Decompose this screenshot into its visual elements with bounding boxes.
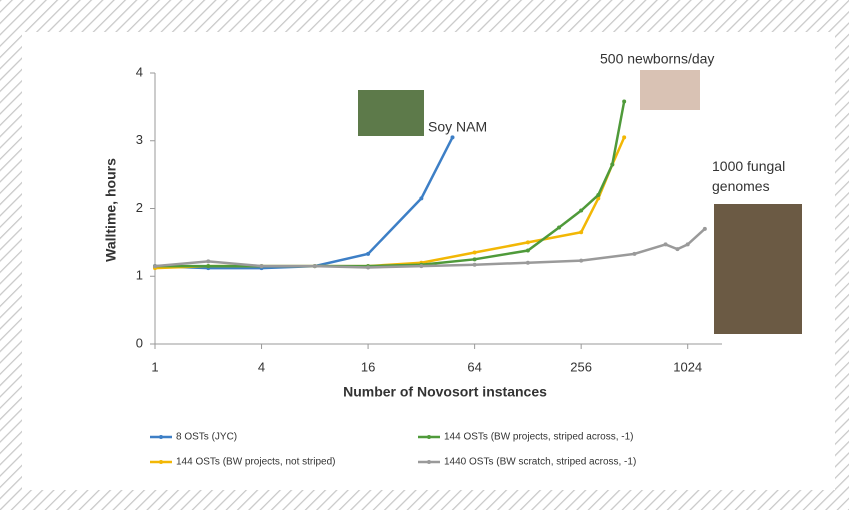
legend-label: 144 OSTs (BW projects, not striped)	[176, 457, 336, 468]
legend-label: 8 OSTs (JYC)	[176, 432, 237, 443]
y-tick-label: 0	[136, 335, 143, 350]
legend-marker	[159, 460, 163, 464]
legend-marker	[427, 435, 431, 439]
data-point	[473, 257, 477, 261]
x-tick-label: 16	[361, 359, 375, 374]
data-point	[526, 249, 530, 253]
y-tick-label: 2	[136, 200, 143, 215]
x-tick-label: 64	[467, 359, 481, 374]
data-point	[610, 162, 614, 166]
data-point	[526, 240, 530, 244]
annotation: 1000 fungal genomes	[712, 156, 812, 196]
data-point	[419, 196, 423, 200]
legend-marker	[427, 460, 431, 464]
data-point	[451, 135, 455, 139]
data-point	[686, 242, 690, 246]
data-point	[419, 264, 423, 268]
data-point	[703, 227, 707, 231]
legend-label: 1440 OSTs (BW scratch, striped across, -…	[444, 457, 636, 468]
legend-label: 144 OSTs (BW projects, striped across, -…	[444, 432, 634, 443]
chart: Soy NAM 500 newborns/day 1000 fungal gen…	[0, 0, 849, 510]
data-point	[622, 135, 626, 139]
x-tick-label: 1024	[673, 359, 702, 374]
x-tick-label: 256	[570, 359, 592, 374]
data-point	[526, 261, 530, 265]
fungus-image	[714, 204, 802, 334]
annotation: 500 newborns/day	[600, 51, 714, 67]
data-point	[579, 230, 583, 234]
x-axis-title: Number of Novosort instances	[343, 384, 547, 400]
newborn-image	[640, 70, 700, 110]
y-axis-title: Walltime, hours	[103, 158, 119, 262]
data-point	[596, 193, 600, 197]
x-tick-label: 4	[258, 359, 265, 374]
annotation: Soy NAM	[428, 119, 487, 135]
data-point	[206, 264, 210, 268]
y-tick-label: 3	[136, 132, 143, 147]
data-point	[260, 264, 264, 268]
x-tick-label: 1	[151, 359, 158, 374]
data-point	[366, 252, 370, 256]
data-point	[206, 259, 210, 263]
data-point	[557, 225, 561, 229]
data-point	[664, 242, 668, 246]
y-tick-label: 4	[136, 64, 143, 79]
data-point	[473, 251, 477, 255]
y-tick-label: 1	[136, 268, 143, 283]
data-point	[366, 265, 370, 269]
data-point	[153, 264, 157, 268]
data-point	[473, 263, 477, 267]
data-point	[579, 259, 583, 263]
annotation-box: 1000 fungal genomes	[712, 156, 812, 202]
legend-marker	[159, 435, 163, 439]
data-point	[579, 209, 583, 213]
data-point	[313, 264, 317, 268]
data-point	[675, 247, 679, 251]
data-point	[622, 99, 626, 103]
data-point	[632, 252, 636, 256]
soy-image	[358, 90, 424, 136]
